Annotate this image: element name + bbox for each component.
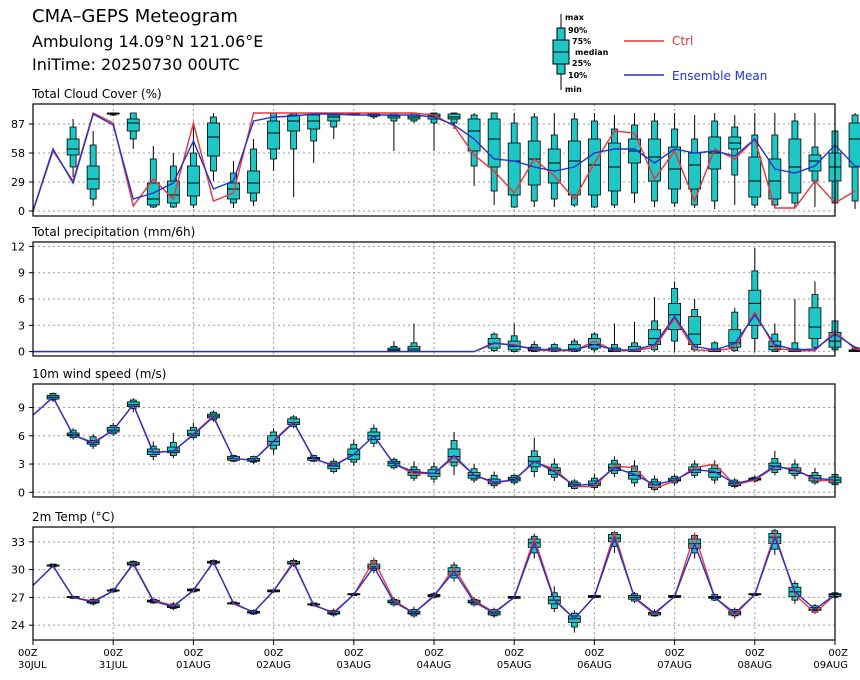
x-tick-date: 02AUG	[256, 660, 291, 671]
legend-label-10: 10%	[568, 71, 587, 80]
box-inner	[848, 122, 860, 168]
ctrl-line	[32, 530, 836, 620]
y-tick-label: 87	[11, 118, 25, 131]
y-tick-label: 3	[18, 458, 25, 471]
box-inner	[648, 329, 661, 346]
panel-title: 10m wind speed (m/s)	[32, 367, 166, 381]
y-tick-label: 58	[11, 147, 25, 160]
x-tick-date: 30JUL	[18, 660, 47, 671]
x-tick-hour: 00Z	[18, 648, 38, 659]
ensemble-mean-line	[33, 313, 860, 353]
legend-label-25: 25%	[572, 59, 591, 68]
box-inner	[547, 148, 561, 184]
y-tick-label: 27	[11, 591, 25, 604]
y-tick-label: 0	[18, 205, 25, 218]
box-inner	[66, 138, 80, 156]
panel-frame	[32, 383, 836, 498]
panel-frame	[32, 241, 836, 357]
x-tick-date: 01AUG	[176, 660, 211, 671]
y-tick-label: 12	[11, 240, 25, 253]
x-tick-hour: 00Z	[264, 648, 284, 659]
x-tick-date: 03AUG	[336, 660, 371, 671]
box-inner	[327, 114, 341, 122]
box-inner	[808, 154, 822, 172]
panel-title: Total Cloud Cover (%)	[31, 87, 162, 101]
x-tick-hour: 00Z	[424, 648, 444, 659]
x-tick-hour: 00Z	[103, 648, 123, 659]
panel-1: Total precipitation (mm/6h) 0 3 6 9 12	[11, 225, 860, 359]
panel-2: 10m wind speed (m/s) 0 3 6 9	[18, 367, 842, 499]
panel-0: Total Cloud Cover (%) 0 29 58 87	[11, 87, 860, 218]
x-tick-date: 06AUG	[577, 660, 612, 671]
y-tick-label: 9	[18, 267, 25, 280]
ensemble-mean-line	[32, 112, 860, 212]
meteogram-title: CMA–GEPS Meteogram	[32, 6, 238, 27]
legend-label-min: min	[565, 85, 582, 94]
box-inner	[247, 170, 260, 194]
ensemble-mean-line	[32, 396, 836, 487]
x-tick-date: 04AUG	[417, 660, 452, 671]
box-inner	[688, 316, 702, 345]
legend-label-75: 75%	[572, 37, 591, 46]
box-inner	[267, 120, 281, 150]
box-inner	[487, 118, 501, 168]
y-tick-label: 6	[18, 293, 25, 306]
y-tick-label: 9	[18, 402, 25, 415]
box-inner	[86, 165, 100, 190]
legend-ctrl-label: Ctrl	[672, 34, 693, 48]
box-inner	[467, 118, 481, 152]
y-tick-label: 24	[11, 619, 25, 632]
y-tick-label: 33	[11, 536, 25, 549]
box-inner	[668, 146, 681, 190]
box-inner	[748, 156, 762, 198]
y-tick-label: 6	[18, 430, 25, 443]
box-inner	[527, 140, 541, 186]
x-tick-hour: 00Z	[344, 648, 364, 659]
legend-label-median: median	[575, 48, 609, 57]
legend: max 90% 75% median 25% 10% min Ctrl Ense…	[552, 13, 767, 94]
x-tick-date: 31JUL	[99, 660, 128, 671]
panel-3: 2m Temp (°C) 24 27 30 33	[11, 510, 842, 641]
y-tick-label: 0	[18, 346, 25, 359]
legend-label-max: max	[565, 13, 585, 22]
x-tick-date: 05AUG	[497, 660, 532, 671]
box-inner	[507, 142, 521, 196]
panels: Total Cloud Cover (%) 0 29 58 87 Total precip…	[11, 87, 860, 641]
box-inner	[207, 122, 220, 157]
ensemble-mean-line	[32, 535, 836, 620]
box-outer	[731, 126, 739, 176]
x-tick-hour: 00Z	[585, 648, 605, 659]
y-tick-label: 29	[11, 176, 25, 189]
y-tick-label: 30	[11, 564, 25, 577]
x-axis: 00Z30JUL00Z31JUL00Z01AUG00Z02AUG00Z03AUG…	[18, 640, 848, 671]
legend-label-90: 90%	[568, 26, 587, 35]
box-inner	[808, 307, 822, 339]
y-tick-label: 3	[18, 319, 25, 332]
box-inner	[126, 118, 140, 132]
box-inner	[688, 152, 702, 190]
box-inner	[186, 165, 200, 197]
x-tick-hour: 00Z	[745, 648, 765, 659]
box-inner	[788, 138, 802, 194]
x-tick-date: 08AUG	[737, 660, 772, 671]
box-inner	[287, 114, 301, 132]
x-tick-hour: 00Z	[184, 648, 204, 659]
legend-mean-label: Ensemble Mean	[672, 69, 767, 83]
box-inner	[588, 138, 601, 196]
x-tick-hour: 00Z	[504, 648, 524, 659]
x-tick-hour: 00Z	[665, 648, 685, 659]
init-time: IniTime: 20250730 00UTC	[32, 55, 240, 74]
x-tick-date: 07AUG	[657, 660, 692, 671]
station-location: Ambulong 14.09°N 121.06°E	[32, 32, 264, 51]
x-tick-hour: 00Z	[828, 648, 848, 659]
panel-title: 2m Temp (°C)	[32, 510, 115, 524]
panel-frame	[32, 103, 836, 217]
panel-title: Total precipitation (mm/6h)	[31, 225, 195, 239]
y-tick-label: 0	[18, 486, 25, 499]
box-inner	[166, 446, 180, 454]
x-tick-date: 09AUG	[813, 660, 848, 671]
box-inner	[307, 114, 321, 130]
